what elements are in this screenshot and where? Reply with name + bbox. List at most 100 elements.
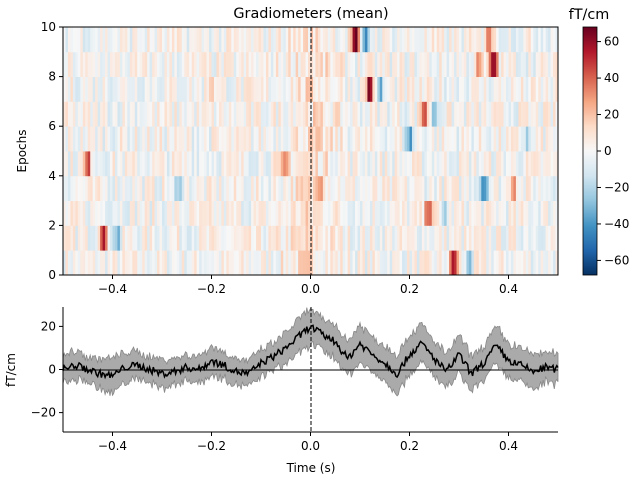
heatmap-cell [523, 225, 527, 251]
heatmap-cell [263, 200, 267, 226]
heatmap-cell [369, 101, 373, 127]
heatmap-cell [174, 225, 178, 251]
heatmap-cell [280, 225, 284, 251]
heatmap-cell [114, 225, 118, 251]
heatmap-cell [493, 27, 497, 53]
heatmap-cell [107, 175, 111, 201]
heatmap-cell [459, 225, 462, 251]
heatmap-cell [379, 175, 383, 201]
heatmap-cell [367, 27, 371, 53]
heatmap-cell [538, 175, 542, 201]
heatmap-cell [404, 76, 408, 102]
heatmap-cell [394, 76, 398, 102]
heatmap-cell [285, 250, 289, 276]
heatmap-cell [162, 27, 165, 53]
heatmap-cell [481, 151, 485, 177]
heatmap-cell [199, 151, 202, 177]
heatmap-cell [548, 175, 551, 201]
heatmap-cell [436, 76, 440, 102]
heatmap-cell [377, 151, 381, 177]
heatmap-cell [152, 225, 155, 251]
heatmap-cell [228, 27, 232, 53]
heatmap-cell [122, 76, 126, 102]
heatmap-cell [70, 175, 74, 201]
heatmap-cell [127, 200, 131, 226]
heatmap-cell [226, 225, 230, 251]
heatmap-cell [216, 225, 220, 251]
heatmap-cell [317, 200, 321, 226]
heatmap-cell [355, 200, 358, 226]
heatmap-cell [184, 76, 188, 102]
heatmap-cell [268, 51, 272, 77]
heatmap-cell [85, 101, 89, 127]
heatmap-cell [233, 101, 237, 127]
heatmap-cell [206, 151, 210, 177]
heatmap-cell [134, 51, 138, 77]
heatmap-cell [191, 51, 195, 77]
heatmap-cell [503, 27, 507, 53]
heatmap-cell [308, 126, 311, 152]
heatmap-cell [243, 225, 247, 251]
heatmap-cell [107, 27, 111, 53]
heatmap-cell [525, 126, 529, 152]
heatmap-cell [92, 151, 96, 177]
heatmap-cell [233, 250, 237, 276]
heatmap-cell [352, 126, 356, 152]
heatmap-cell [439, 27, 443, 53]
heatmap-cell [340, 51, 344, 77]
heatmap-cell [466, 51, 470, 77]
heatmap-cell [364, 76, 368, 102]
heatmap-cell [523, 200, 527, 226]
heatmap-cell [189, 200, 193, 226]
heatmap-cell [221, 250, 225, 276]
heatmap-cell [122, 250, 126, 276]
heatmap-cell [374, 126, 378, 152]
heatmap-cell [176, 126, 180, 152]
erp-y-tick-label: 20 [41, 319, 56, 333]
heatmap-cell [189, 76, 193, 102]
heatmap-cell [506, 250, 509, 276]
heatmap-cell [80, 126, 84, 152]
heatmap-cell [191, 126, 195, 152]
heatmap-cell [449, 225, 452, 251]
heatmap-cell [421, 76, 425, 102]
heatmap-cell [251, 51, 254, 77]
heatmap-cell [496, 126, 499, 152]
heatmap-cell [290, 175, 294, 201]
heatmap-cell [139, 175, 143, 201]
heatmap-cell [105, 175, 108, 201]
heatmap-cell [325, 151, 329, 177]
heatmap-cell [310, 250, 314, 276]
heatmap-cell [510, 101, 514, 127]
heatmap-cell [199, 200, 202, 226]
heatmap-cell [303, 225, 306, 251]
heatmap-cell [310, 225, 314, 251]
heatmap-cell [154, 27, 158, 53]
heatmap-cell [216, 27, 220, 53]
heatmap-cell [263, 175, 267, 201]
heatmap-cell [196, 250, 200, 276]
heatmap-cell [164, 250, 168, 276]
heatmap-cell [308, 175, 311, 201]
heatmap-cell [530, 51, 534, 77]
heatmap-cell [70, 76, 74, 102]
heatmap-cell [550, 250, 554, 276]
heatmap-cell [275, 126, 279, 152]
heatmap-cell [454, 51, 457, 77]
heatmap-cell [535, 250, 539, 276]
heatmap-cell [275, 27, 279, 53]
heatmap-cell [330, 126, 334, 152]
heatmap-cell [100, 101, 103, 127]
heatmap-cell [473, 250, 477, 276]
heatmap-cell [404, 27, 408, 53]
heatmap-cell [372, 250, 376, 276]
heatmap-cell [305, 51, 309, 77]
heatmap-cell [97, 175, 101, 201]
heatmap-cell [308, 101, 311, 127]
heatmap-cell [530, 151, 534, 177]
heatmap-cell [308, 51, 311, 77]
heatmap-cell [300, 175, 304, 201]
heatmap-cell [362, 225, 366, 251]
heatmap-cell [483, 51, 487, 77]
heatmap-cell [308, 250, 311, 276]
